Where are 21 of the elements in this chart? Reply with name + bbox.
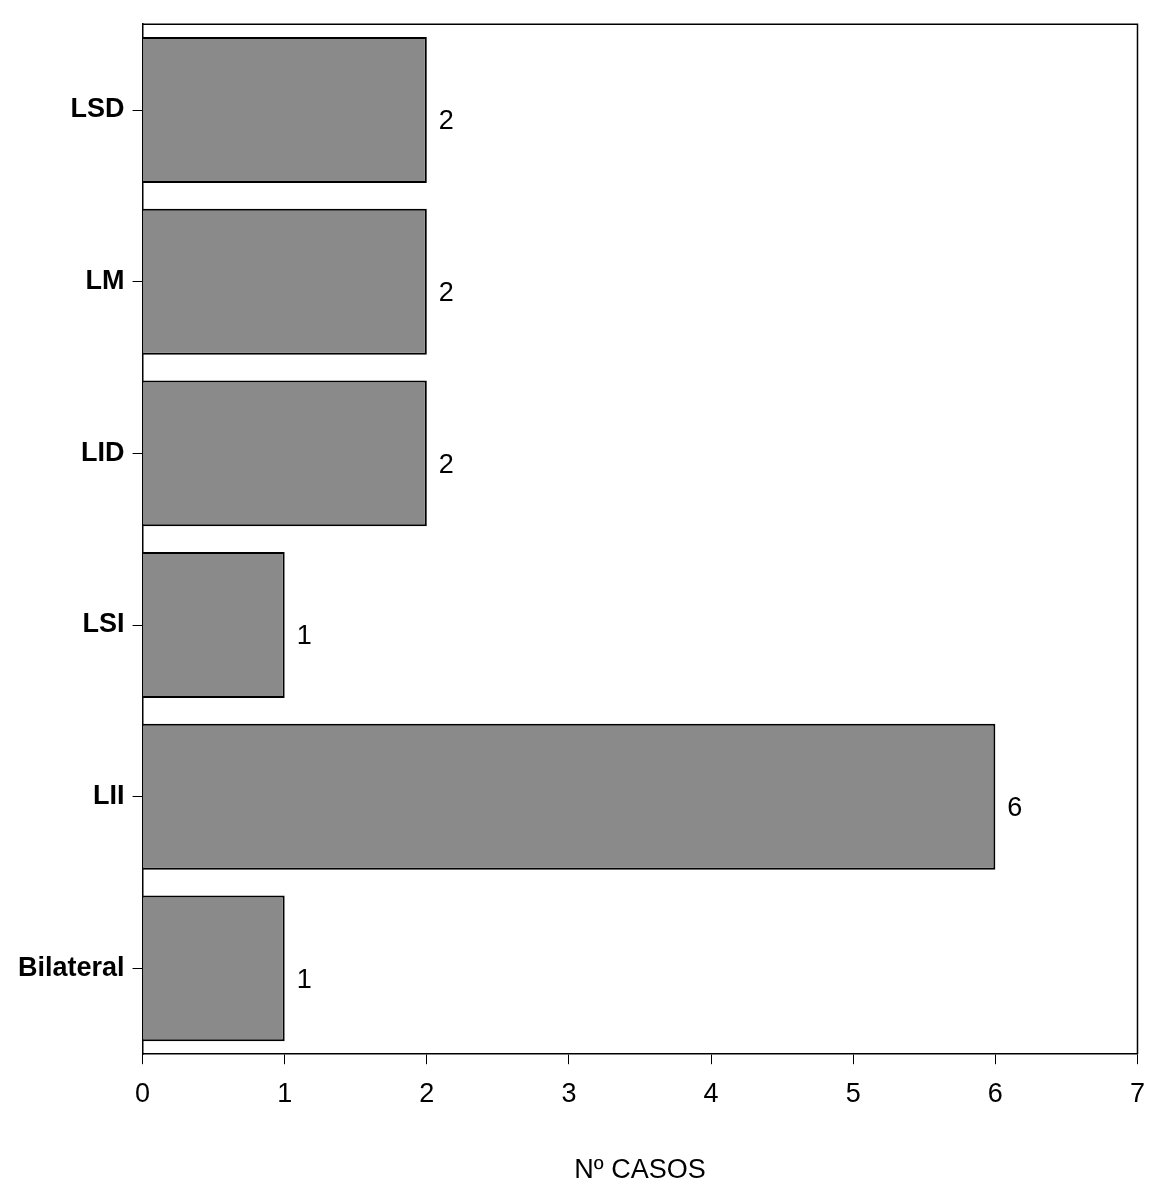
data-label: 6 [1007, 792, 1023, 823]
data-label: 2 [438, 105, 454, 136]
y-tick-label: LM [85, 265, 125, 296]
x-tick-label: 5 [845, 1077, 861, 1108]
x-tick-label: 6 [987, 1077, 1003, 1108]
x-tick-label: 2 [419, 1077, 435, 1108]
x-tick-label: 3 [561, 1077, 577, 1108]
data-label: 2 [438, 277, 454, 308]
data-label: 1 [296, 963, 312, 994]
x-tick-label: 4 [703, 1077, 719, 1108]
x-axis-title: Nº CASOS [574, 1154, 706, 1185]
data-label: 2 [438, 448, 454, 479]
x-tick-label: 7 [1129, 1077, 1146, 1108]
x-tick-label: 0 [135, 1077, 151, 1108]
y-tick-label: LII [93, 780, 125, 811]
y-tick-label: LSI [82, 608, 125, 639]
y-tick-label: LID [81, 436, 125, 467]
x-tick-label: 1 [277, 1077, 293, 1108]
y-tick-label: Bilateral [17, 951, 125, 982]
y-tick-label: LSD [70, 93, 125, 124]
data-label: 1 [296, 620, 312, 651]
